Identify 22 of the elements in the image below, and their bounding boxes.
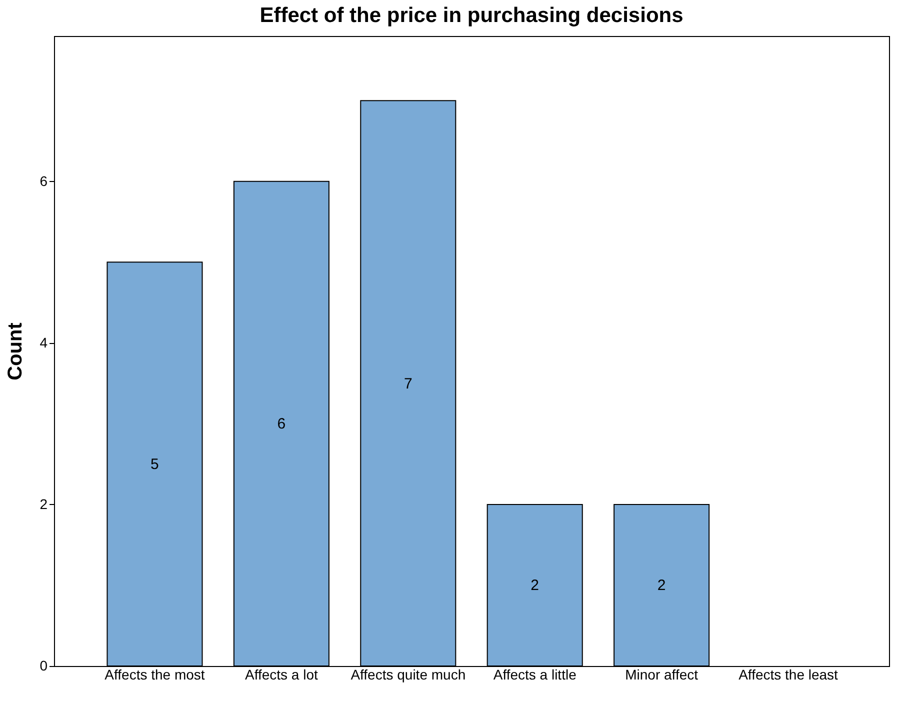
x-tick-label: Affects a lot [244,666,318,682]
x-tick-label: Affects quite much [350,666,466,682]
y-tick-label: 4 [40,334,48,350]
bar [360,100,456,666]
data-label: 5 [150,456,159,474]
y-tick-label: 6 [40,172,48,189]
x-tick-label: Affects the most [104,666,205,682]
x-tick-label: Minor affect [625,666,698,682]
bar [233,180,330,666]
data-label: 7 [404,375,412,392]
chart-title: Effect of the price in purchasing decisions [260,4,684,27]
x-tick-label: Affects a little [493,666,577,682]
data-label: 2 [530,577,540,594]
bar [614,504,710,666]
bar [486,504,583,666]
data-label: 6 [277,416,286,433]
data-label: 2 [657,577,666,594]
y-tick-label: 0 [40,658,48,674]
x-tick-label: Affects the least [738,666,838,682]
bar [106,262,203,666]
y-tick-label: 2 [40,496,48,512]
y-axis-title: Count [4,322,27,380]
